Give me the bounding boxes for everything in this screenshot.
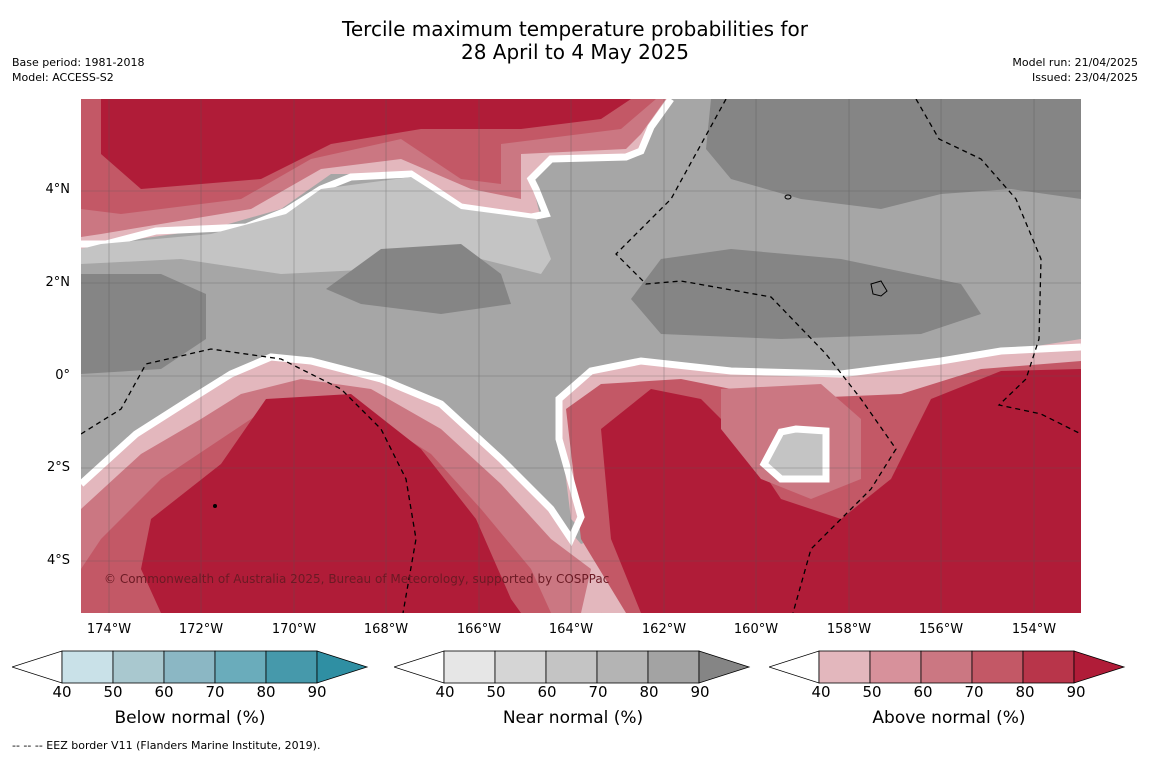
colorbar-swatch: [818, 650, 871, 684]
tick: 50: [862, 683, 882, 701]
colorbar-swatch: [443, 650, 496, 684]
model-run-text: Model run: 21/04/2025: [1012, 56, 1138, 69]
near-dark-ne: [706, 99, 1081, 209]
colorbar-extend-high: [316, 650, 369, 684]
island-small-1: [784, 194, 792, 200]
colorbar-extend-high: [698, 650, 751, 684]
above-region-nw-90: [101, 99, 631, 189]
tick: 60: [537, 683, 557, 701]
tick: 50: [103, 683, 123, 701]
near-dark-west: [81, 274, 206, 374]
map-title: Tercile maximum temperature probabilitie…: [0, 18, 1150, 64]
lon-label-174w: 174°W: [86, 622, 132, 637]
colorbar-swatch: [647, 650, 700, 684]
footnote: -- -- -- EEZ border V11 (Flanders Marine…: [12, 739, 321, 752]
above-region-se-90: [601, 369, 1081, 613]
colorbar-swatch: [1022, 650, 1075, 684]
colorbar-swatch: [971, 650, 1024, 684]
lat-label-2n: 2°N: [45, 275, 71, 290]
tick: 50: [486, 683, 506, 701]
colorbar-swatch: [545, 650, 598, 684]
tick: 40: [52, 683, 72, 701]
lat-label-4n: 4°N: [45, 182, 71, 197]
tick: 40: [435, 683, 455, 701]
lon-label-170w: 170°W: [271, 622, 317, 637]
tick: 80: [1015, 683, 1035, 701]
tick: 90: [307, 683, 327, 701]
colorbar-swatch: [61, 650, 114, 684]
colorbar-near-normal: [394, 650, 751, 684]
eez-borders: [81, 99, 1081, 613]
meta-right: Model run: 21/04/2025 Issued: 23/04/2025: [1012, 55, 1138, 85]
graticule: [81, 99, 1081, 613]
tick: 80: [639, 683, 659, 701]
colorbar-swatch: [920, 650, 973, 684]
lat-label-4s: 4°S: [46, 553, 70, 568]
lon-label-156w: 156°W: [918, 622, 964, 637]
colorbar-near-title: Near normal (%): [502, 708, 644, 728]
colorbar-above-normal: [769, 650, 1126, 684]
colorbar-swatch: [596, 650, 649, 684]
probability-map: © Commonwealth of Australia 2025, Bureau…: [81, 99, 1081, 613]
island-outline: [870, 280, 888, 297]
near-dark-center: [326, 244, 511, 314]
colorbar-swatch: [494, 650, 547, 684]
tick: 70: [205, 683, 225, 701]
colorbar-swatch: [163, 650, 216, 684]
colorbar-extend-low: [12, 650, 63, 684]
colorbar-extend-low: [394, 650, 445, 684]
colorbar-swatch: [214, 650, 267, 684]
title-line-1: Tercile maximum temperature probabilitie…: [342, 17, 808, 41]
colorbar-below-title: Below normal (%): [114, 708, 266, 728]
colorbar-swatch: [112, 650, 165, 684]
colorbar-extend-high: [1073, 650, 1126, 684]
colorbar-above-title: Above normal (%): [872, 708, 1026, 728]
map-svg: [81, 99, 1081, 613]
tick: 90: [690, 683, 710, 701]
meta-left: Base period: 1981-2018 Model: ACCESS-S2: [12, 55, 144, 85]
base-period-text: Base period: 1981-2018: [12, 56, 145, 69]
island-small-2: [213, 504, 217, 508]
lon-label-158w: 158°W: [826, 622, 872, 637]
lon-label-166w: 166°W: [456, 622, 502, 637]
lon-label-154w: 154°W: [1011, 622, 1057, 637]
tick: 90: [1066, 683, 1086, 701]
tick: 70: [964, 683, 984, 701]
near-island-se: [759, 425, 830, 483]
copyright-text: © Commonwealth of Australia 2025, Bureau…: [104, 572, 610, 586]
lat-label-2s: 2°S: [46, 460, 70, 475]
lon-label-172w: 172°W: [178, 622, 224, 637]
title-line-2: 28 April to 4 May 2025: [461, 40, 689, 64]
colorbar-swatch: [869, 650, 922, 684]
lon-label-164w: 164°W: [548, 622, 594, 637]
model-text: Model: ACCESS-S2: [12, 71, 114, 84]
tick: 60: [913, 683, 933, 701]
tick: 60: [154, 683, 174, 701]
near-dark-east: [631, 249, 981, 339]
lon-label-160w: 160°W: [733, 622, 779, 637]
lat-label-0: 0°: [55, 368, 70, 383]
tick: 40: [811, 683, 831, 701]
colorbar-below-normal: [12, 650, 369, 684]
tick: 80: [256, 683, 276, 701]
issued-text: Issued: 23/04/2025: [1031, 71, 1138, 84]
above-region-sw-90: [141, 394, 521, 613]
colorbar-extend-low: [769, 650, 820, 684]
lon-label-162w: 162°W: [641, 622, 687, 637]
lon-label-168w: 168°W: [363, 622, 409, 637]
tick: 70: [588, 683, 608, 701]
colorbar-swatch: [265, 650, 318, 684]
